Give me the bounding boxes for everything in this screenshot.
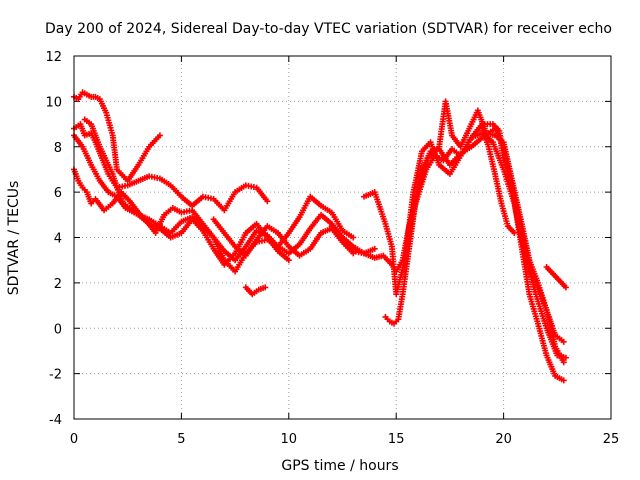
y-tick-label: 0 [54, 322, 62, 337]
data-point-marker [262, 284, 269, 291]
plot-area [71, 89, 569, 384]
data-point-marker [560, 359, 567, 366]
y-tick-label: 12 [45, 50, 62, 65]
series-line [384, 127, 565, 382]
y-axis-label: SDTVAR / TECUs [6, 181, 22, 296]
x-tick-label: 5 [177, 432, 185, 447]
series-track-10 [382, 125, 567, 384]
x-axis-label: GPS time / hours [281, 458, 398, 474]
y-tick-label: 2 [54, 277, 62, 292]
series-track-11 [403, 98, 567, 366]
y-tick-label: -4 [49, 413, 62, 428]
chart-title: Day 200 of 2024, Sidereal Day-to-day VTE… [45, 21, 612, 37]
y-tick-label: 4 [54, 232, 62, 247]
y-tick-label: 8 [54, 141, 62, 156]
series-track-8 [328, 121, 567, 345]
axis-tick-labels: 0 5 10 15 20 25 -4 -2 0 2 4 6 8 10 12 [45, 50, 619, 447]
data-point-marker [285, 257, 292, 264]
data-point-marker [562, 284, 569, 291]
data-point-marker [264, 198, 271, 205]
plot-frame [73, 55, 612, 420]
data-point-marker [560, 338, 567, 345]
series-track-7 [242, 284, 269, 298]
x-tick-label: 0 [70, 432, 78, 447]
data-point-marker [371, 245, 378, 252]
x-tick-label: 25 [603, 432, 620, 447]
y-tick-label: 10 [45, 95, 62, 110]
data-point-marker [350, 234, 357, 241]
x-tick-label: 10 [281, 432, 298, 447]
data-point-marker [511, 229, 518, 236]
series-track-2 [71, 121, 271, 214]
x-tick-label: 15 [388, 432, 405, 447]
y-tick-label: -2 [49, 368, 62, 383]
series-track-1 [71, 89, 163, 184]
y-tick-label: 6 [54, 186, 62, 201]
data-point-marker [560, 377, 567, 384]
series-track-13 [543, 263, 569, 291]
data-point-marker [156, 132, 163, 139]
series-track-12 [479, 125, 518, 236]
x-tick-label: 20 [495, 432, 512, 447]
